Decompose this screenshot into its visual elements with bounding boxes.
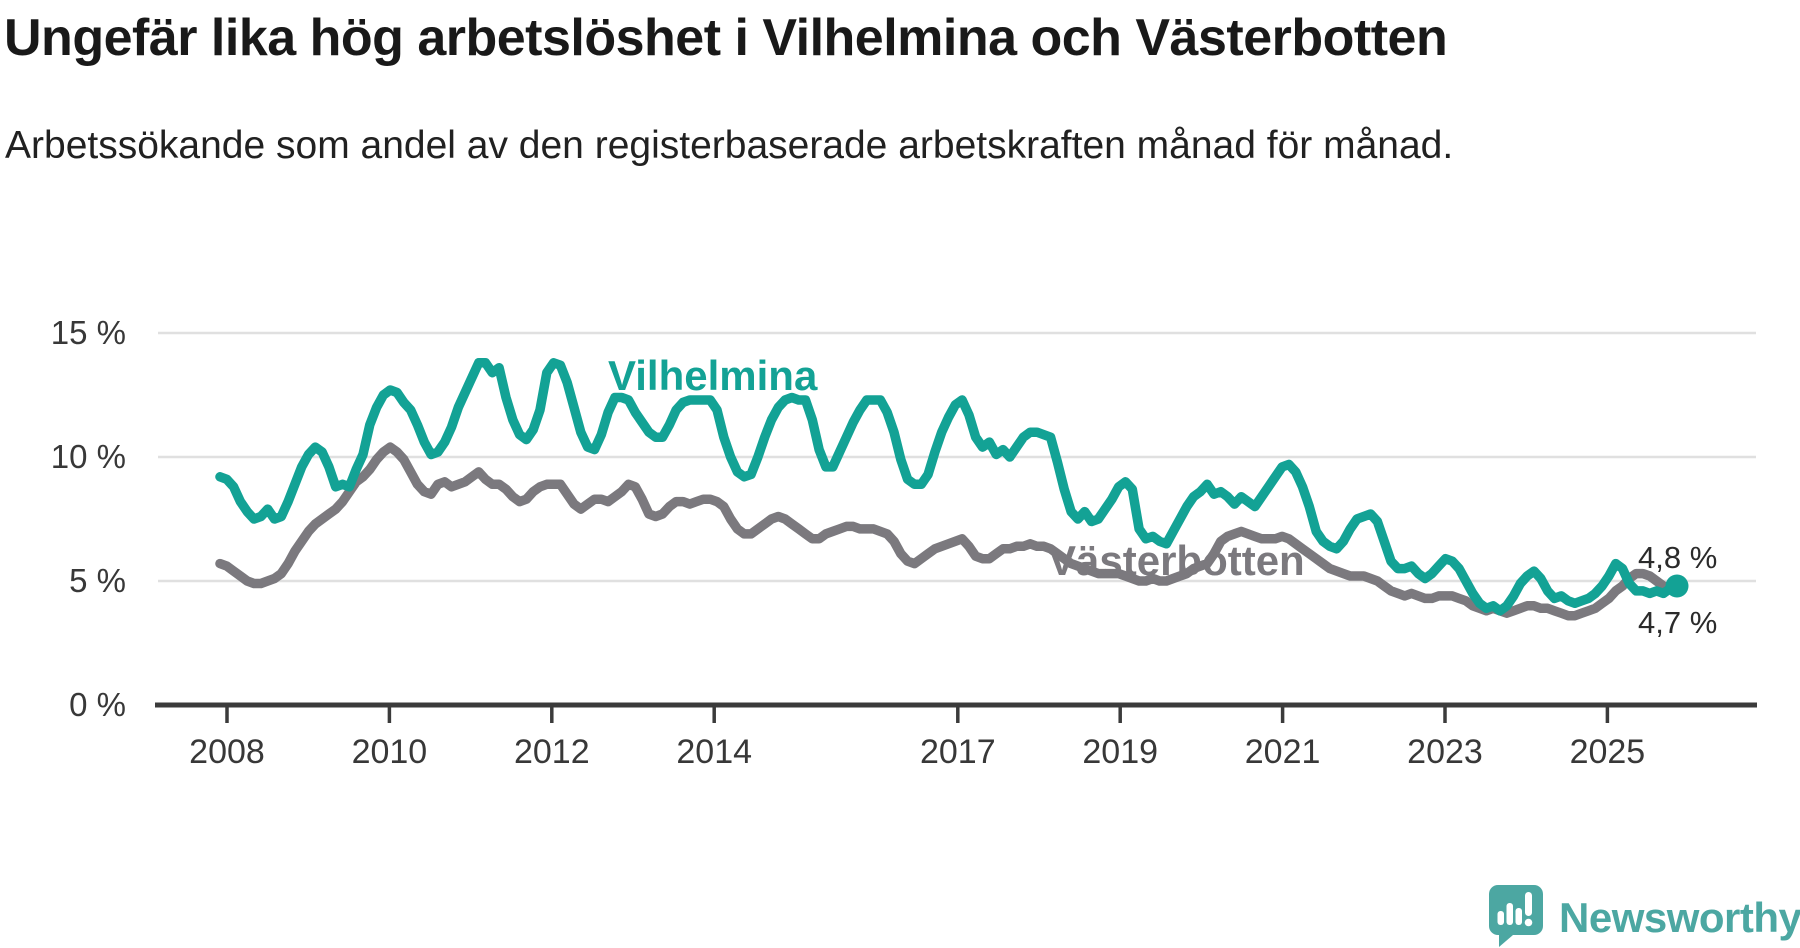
vasterbotten-end-value-label: 4,7 %	[1638, 605, 1717, 640]
vasterbotten-series-label: Västerbotten	[1048, 537, 1305, 584]
newsworthy-icon	[1489, 885, 1543, 947]
brand-name: Newsworthy	[1559, 894, 1800, 941]
vilhelmina-series-label: Vilhelmina	[608, 352, 818, 399]
logo-exclamation-dot	[1524, 918, 1533, 927]
brand-logo: Newsworthy	[1488, 884, 1800, 948]
y-tick-label: 5 %	[69, 562, 126, 599]
vilhelmina-end-dot	[1665, 574, 1689, 598]
page-title: Ungefär lika hög arbetslöshet i Vilhelmi…	[4, 9, 1448, 67]
y-tick-label: 0 %	[69, 686, 126, 723]
page-subtitle: Arbetssökande som andel av den registerb…	[5, 124, 1454, 167]
x-tick-label: 2023	[1407, 733, 1483, 771]
x-tick-label: 2008	[189, 733, 265, 771]
y-tick-label: 15 %	[51, 314, 126, 351]
x-tick-label: 2021	[1245, 733, 1321, 771]
x-tick-label: 2012	[514, 733, 590, 771]
logo-bar-3	[1515, 908, 1522, 925]
logo-bar-1	[1497, 911, 1504, 925]
x-tick-label: 2010	[352, 733, 428, 771]
vilhelmina-end-value-label: 4,8 %	[1638, 540, 1717, 575]
x-tick-label: 2017	[920, 733, 996, 771]
vasterbotten-line	[215, 442, 1682, 621]
vilhelmina-line	[215, 358, 1682, 616]
logo-exclamation	[1525, 892, 1532, 916]
y-tick-label: 10 %	[51, 438, 126, 475]
x-tick-label: 2025	[1570, 733, 1646, 771]
x-tick-label: 2019	[1082, 733, 1158, 771]
logo-bar-2	[1506, 903, 1513, 925]
x-tick-label: 2014	[676, 733, 752, 771]
